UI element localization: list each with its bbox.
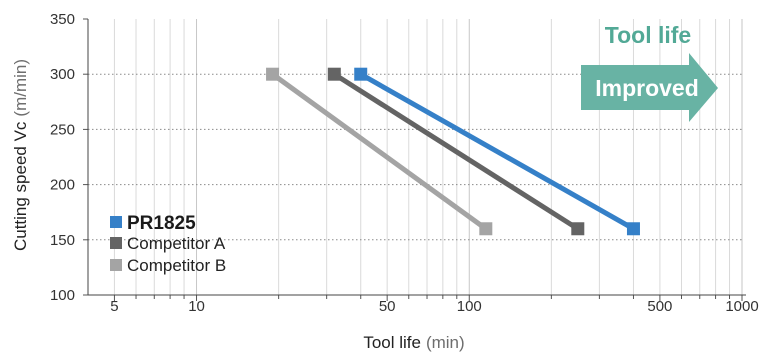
x-axis-label-unit: (min) [426,333,465,352]
improvement-annotation: Tool life Improved [581,22,718,122]
data-series [266,67,640,236]
y-tick-label: 100 [50,287,75,304]
x-tick-label: 1000 [725,298,758,315]
annotation-title: Tool life [605,22,691,48]
grid [88,19,743,295]
legend-label: PR1825 [127,213,196,234]
x-axis-label: Tool life (min) [363,333,464,352]
legend-item-3: Competitor B [110,256,226,275]
x-tick-label: 100 [457,298,482,315]
y-axis-label-unit: (m/min) [11,59,30,117]
x-tick-label: 10 [188,298,205,315]
series-line-pr1825 [359,72,635,231]
legend-swatch [110,237,122,249]
y-tick-label: 250 [50,121,75,138]
data-point-competitor-b-2 [479,222,493,236]
y-axis-label: Cutting speed Vc (m/min) [11,59,30,251]
right-arrow-icon [581,53,718,122]
y-axis-label-text: Cutting speed Vc [11,121,30,251]
legend: PR1825 Competitor A Competitor B [110,213,226,275]
legend-label: Competitor A [127,234,226,253]
x-tick-label: 50 [379,298,396,315]
data-point-competitor-b-1 [266,67,280,81]
axes: 100 150 200 250 300 350 5 10 50 100 500 1000 [50,11,759,315]
data-point-competitor-a-1 [327,67,341,81]
y-tick-label: 300 [50,66,75,83]
legend-label: Competitor B [127,256,226,275]
x-axis-label-text: Tool life [363,333,421,352]
y-tick-label: 350 [50,11,75,28]
y-tick-label: 150 [50,232,75,249]
data-point-competitor-a-2 [571,222,585,236]
legend-swatch [110,259,122,271]
series-line-competitor-b [271,72,488,231]
legend-swatch [110,216,122,228]
data-point-pr1825-1 [354,67,368,81]
annotation-arrow-label: Improved [595,75,699,101]
series-line-competitor-a [332,72,580,231]
data-point-pr1825-2 [626,222,640,236]
legend-item-1: PR1825 [110,213,196,234]
y-tick-label: 200 [50,177,75,194]
x-tick-label: 5 [110,298,118,315]
legend-item-2: Competitor A [110,234,226,253]
x-tick-label: 500 [647,298,672,315]
